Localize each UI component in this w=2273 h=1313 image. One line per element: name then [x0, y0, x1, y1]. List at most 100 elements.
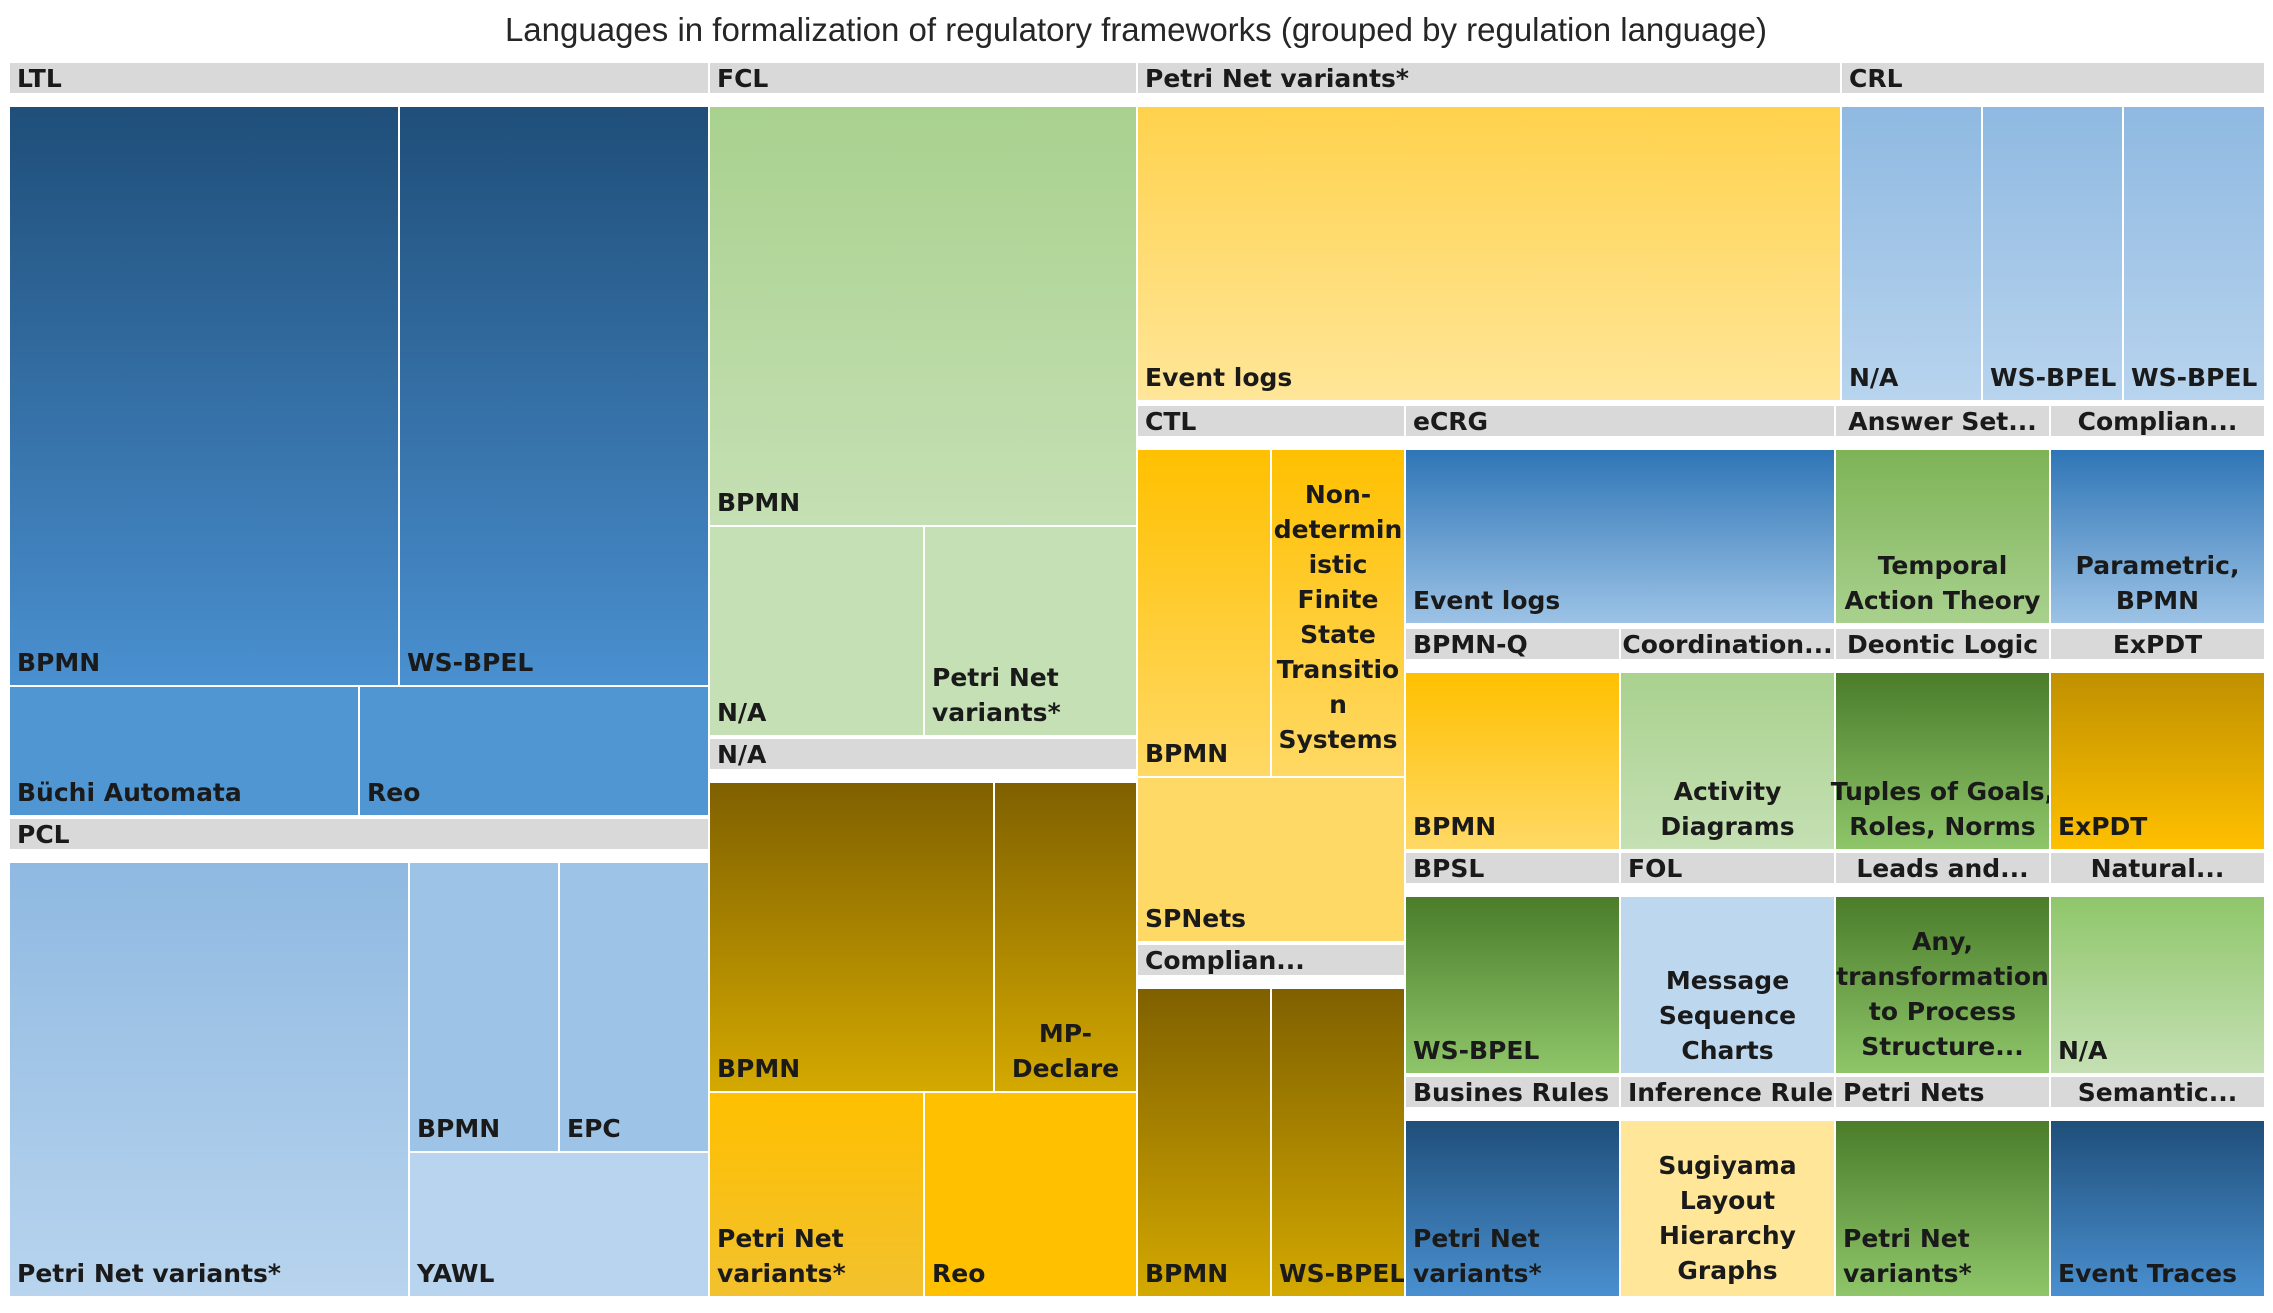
- tile-complian-bpmn: [1136, 987, 1272, 1298]
- group-label-n-a: N/A: [717, 740, 767, 769]
- tile-label-non-deterministic-finite-state-transition-systems: Non-: [1305, 480, 1371, 509]
- tile-pcl-epc: [558, 861, 710, 1153]
- tile-label-event-logs: Event logs: [1145, 363, 1292, 392]
- tile-label-tuples-of-goals-roles-norms: Roles, Norms: [1849, 812, 2035, 841]
- tile-label-message-sequence-charts: Message: [1666, 966, 1789, 995]
- tile-label-petri-net-variants: Petri Net: [1413, 1224, 1540, 1253]
- tile-fol-message-sequence-charts: [1619, 895, 1836, 1075]
- tile-label-any-transformation-to-process-structure: Structure...: [1861, 1032, 2023, 1061]
- group-header-fcl-2: [708, 61, 1138, 95]
- group-label-leads-and: Leads and...: [1856, 854, 2028, 883]
- tile-label-bpmn: BPMN: [717, 488, 800, 517]
- group-label-expdt: ExPDT: [2113, 630, 2202, 659]
- group-header-petri-nets-21: [1834, 1075, 2051, 1109]
- tile-label-bpmn: BPMN: [417, 1114, 500, 1143]
- tile-label-sugiyama-layout-hierarchy-graphs: Graphs: [1677, 1256, 1777, 1285]
- tile-crl-ws-bpel: [1981, 105, 2124, 402]
- group-label-ctl: CTL: [1145, 407, 1196, 436]
- tile-ltl-reo: [358, 685, 710, 817]
- tile-label-non-deterministic-finite-state-transition-systems: n: [1329, 690, 1347, 719]
- tile-label-n-a: N/A: [2058, 1036, 2108, 1065]
- chart-title: Languages in formalization of regulatory…: [505, 11, 1767, 48]
- tile-expdt-expdt: [2049, 671, 2266, 851]
- group-label-natural: Natural...: [2091, 854, 2225, 883]
- group-label-busines-rules: Busines Rules: [1413, 1078, 1609, 1107]
- tile-label-mp-declare: Declare: [1012, 1054, 1119, 1083]
- tile-label-temporal-action-theory: Temporal: [1878, 551, 2008, 580]
- tile-label-parametric-bpmn: Parametric,: [2076, 551, 2240, 580]
- group-label-coordination: Coordination...: [1622, 630, 1832, 659]
- tile-label-event-traces: Event Traces: [2058, 1259, 2237, 1288]
- group-header-pcl-1: [8, 817, 710, 851]
- group-label-semantic: Semantic...: [2078, 1078, 2238, 1107]
- tile-label-expdt: ExPDT: [2058, 812, 2147, 841]
- tile-label-non-deterministic-finite-state-transition-systems: determin: [1274, 515, 1403, 544]
- tile-n-a-mp-declare: [993, 781, 1138, 1093]
- tile-label-non-deterministic-finite-state-transition-systems: Transitio: [1277, 655, 1399, 684]
- tile-label-ws-bpel: WS-BPEL: [1279, 1259, 1405, 1288]
- tile-label-reo: Reo: [367, 778, 420, 807]
- tile-label-bpmn: BPMN: [17, 648, 100, 677]
- group-label-fcl: FCL: [717, 64, 768, 93]
- tile-label-ws-bpel: WS-BPEL: [1413, 1036, 1539, 1065]
- group-header-semantic-22: [2049, 1075, 2266, 1109]
- group-header-bpmn-q-11: [1404, 627, 1621, 661]
- tile-crl-n-a: [1840, 105, 1983, 402]
- tile-label-petri-net-variants: variants*: [932, 698, 1061, 727]
- tile-label-petri-net-variants: Petri Net: [932, 663, 1059, 692]
- tile-bpsl-ws-bpel: [1404, 895, 1621, 1075]
- tile-label-n-a: N/A: [1849, 363, 1899, 392]
- tile-petri-net-variants-event-logs: [1136, 105, 1842, 402]
- tile-label-temporal-action-theory: Action Theory: [1845, 586, 2041, 615]
- group-header-n-a-3: [708, 737, 1138, 771]
- tile-n-a-bpmn: [708, 781, 995, 1093]
- group-label-answer-set: Answer Set...: [1848, 407, 2037, 436]
- tile-deontic-logic-tuples-of-goals-roles-norms: [1834, 671, 2051, 851]
- tile-label-ws-bpel: WS-BPEL: [2131, 363, 2257, 392]
- group-label-bpmn-q: BPMN-Q: [1413, 630, 1528, 659]
- tile-ltl-b-chi-automata: [8, 685, 360, 817]
- tile-answer-set-temporal-action-theory: [1834, 448, 2051, 625]
- tile-label-non-deterministic-finite-state-transition-systems: State: [1300, 620, 1376, 649]
- tile-pcl-bpmn: [408, 861, 560, 1153]
- group-label-pcl: PCL: [17, 820, 70, 849]
- group-header-answer-set-9: [1834, 404, 2051, 438]
- tile-label-bpmn: BPMN: [1413, 812, 1496, 841]
- tile-petri-nets-petri-net-variants: [1834, 1119, 2051, 1298]
- tile-label-tuples-of-goals-roles-norms: Tuples of Goals,: [1831, 777, 2054, 806]
- tile-complian-parametric-bpmn: [2049, 448, 2266, 625]
- group-label-petri-nets: Petri Nets: [1843, 1078, 1985, 1107]
- group-label-ecrg: eCRG: [1413, 407, 1488, 436]
- tile-label-bpmn: BPMN: [717, 1054, 800, 1083]
- group-label-deontic-logic: Deontic Logic: [1847, 630, 2038, 659]
- tile-pcl-yawl: [408, 1151, 710, 1298]
- tile-label-sugiyama-layout-hierarchy-graphs: Layout: [1680, 1186, 1775, 1215]
- tile-label-any-transformation-to-process-structure: Any,: [1912, 927, 1973, 956]
- group-label-petri-net-variants: Petri Net variants*: [1145, 64, 1409, 93]
- tile-label-parametric-bpmn: BPMN: [2116, 586, 2199, 615]
- tile-label-any-transformation-to-process-structure: transformation: [1836, 962, 2049, 991]
- group-header-ltl-0: [8, 61, 710, 95]
- group-label-crl: CRL: [1849, 64, 1903, 93]
- tile-label-activity-diagrams: Diagrams: [1660, 812, 1794, 841]
- tile-ctl-bpmn: [1136, 448, 1272, 778]
- tile-label-message-sequence-charts: Charts: [1681, 1036, 1773, 1065]
- tile-label-bpmn: BPMN: [1145, 739, 1228, 768]
- tile-complian-ws-bpel: [1270, 987, 1406, 1298]
- group-header-petri-net-variants-4: [1136, 61, 1842, 95]
- tile-fcl-bpmn: [708, 105, 1138, 527]
- tile-label-b-chi-automata: Büchi Automata: [17, 778, 242, 807]
- tile-label-sugiyama-layout-hierarchy-graphs: Sugiyama: [1658, 1151, 1796, 1180]
- group-header-crl-5: [1840, 61, 2266, 95]
- tile-label-petri-net-variants: variants*: [717, 1259, 846, 1288]
- group-header-ecrg-8: [1404, 404, 1836, 438]
- group-label-complian: Complian...: [2078, 407, 2238, 436]
- tile-ctl-spnets: [1136, 776, 1406, 943]
- group-label-bpsl: BPSL: [1413, 854, 1484, 883]
- tile-label-sugiyama-layout-hierarchy-graphs: Hierarchy: [1659, 1221, 1796, 1250]
- tile-busines-rules-petri-net-variants: [1404, 1119, 1621, 1298]
- group-label-ltl: LTL: [17, 64, 62, 93]
- tile-n-a-reo: [923, 1091, 1138, 1298]
- tile-semantic-event-traces: [2049, 1119, 2266, 1298]
